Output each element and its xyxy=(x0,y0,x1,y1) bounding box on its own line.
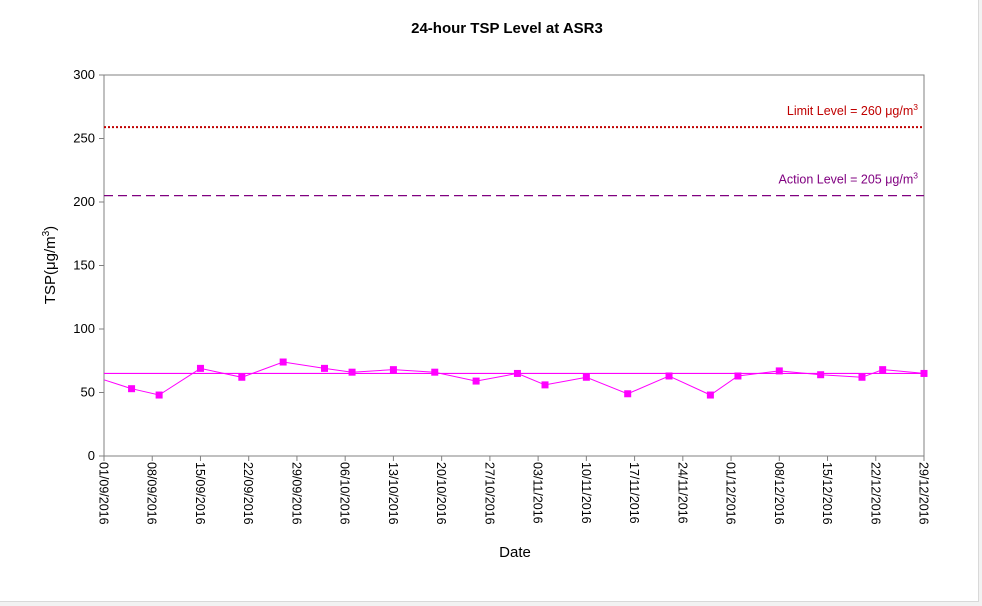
data-point xyxy=(431,368,439,376)
reference-line-label-unit: μg/m xyxy=(885,104,913,118)
data-point xyxy=(734,372,742,380)
y-tick-label: 0 xyxy=(88,448,95,463)
reference-line-label: Limit Level = 260 μg/m3 xyxy=(787,102,918,118)
x-tick-label: 15/09/2016 xyxy=(193,462,207,525)
y-tick-label: 50 xyxy=(81,385,95,400)
x-tick-label: 15/12/2016 xyxy=(820,462,834,525)
data-point xyxy=(196,364,204,372)
y-axis-label: TSP(μg/m3) xyxy=(41,226,59,304)
y-axis: 0 50 100 150 200 250 300 xyxy=(73,67,104,463)
plot-area xyxy=(103,74,925,457)
reference-line-label-sup: 3 xyxy=(913,102,918,112)
data-point xyxy=(155,391,163,399)
reference-line-label-unit: μg/m xyxy=(885,173,913,187)
data-point xyxy=(321,364,329,372)
data-point xyxy=(706,391,714,399)
x-tick-label: 03/11/2016 xyxy=(531,462,545,524)
y-axis-label-end: ) xyxy=(42,226,59,231)
y-tick-label: 300 xyxy=(73,67,95,82)
y-tick-label: 150 xyxy=(73,258,95,273)
data-point xyxy=(513,369,521,377)
x-tick-label: 22/09/2016 xyxy=(241,462,255,525)
x-tick-label: 22/12/2016 xyxy=(868,462,882,525)
x-tick-label: 10/11/2016 xyxy=(579,462,593,524)
data-point xyxy=(920,369,928,377)
x-tick-label: 08/12/2016 xyxy=(772,462,786,525)
x-axis-label: Date xyxy=(499,544,531,561)
data-point xyxy=(879,366,887,374)
x-tick-label: 27/10/2016 xyxy=(482,462,496,525)
chart-title: 24-hour TSP Level at ASR3 xyxy=(411,20,603,37)
data-point xyxy=(238,373,246,381)
reference-line-label-main: Limit Level = 260 xyxy=(787,104,885,118)
data-point xyxy=(858,373,866,381)
x-tick-label: 24/11/2016 xyxy=(675,462,689,524)
y-tick-label: 250 xyxy=(73,131,95,146)
x-tick-label: 17/11/2016 xyxy=(627,462,641,524)
x-tick-label: 20/10/2016 xyxy=(434,462,448,525)
x-tick-label: 08/09/2016 xyxy=(145,462,159,525)
y-tick-label: 100 xyxy=(73,321,95,336)
data-point xyxy=(817,371,825,379)
x-tick-label: 13/10/2016 xyxy=(386,462,400,525)
y-tick-label: 200 xyxy=(73,194,95,209)
series-tsp xyxy=(103,358,928,399)
x-tick-label: 06/10/2016 xyxy=(338,462,352,525)
reference-line-label-sup: 3 xyxy=(913,171,918,181)
data-point xyxy=(541,381,549,389)
x-tick-label: 29/12/2016 xyxy=(917,462,931,525)
data-point xyxy=(279,358,287,366)
x-tick-label: 29/09/2016 xyxy=(289,462,303,525)
data-point xyxy=(582,373,590,381)
data-point xyxy=(665,372,673,380)
reference-line-label: Action Level = 205 μg/m3 xyxy=(779,171,919,187)
x-axis: 01/09/2016 08/09/2016 15/09/2016 22/09/2016… xyxy=(97,456,931,525)
data-point xyxy=(348,368,356,376)
data-point xyxy=(128,385,136,393)
data-point xyxy=(624,390,632,398)
x-tick-label: 01/09/2016 xyxy=(97,462,111,525)
data-point xyxy=(775,367,783,375)
data-point xyxy=(472,377,480,385)
x-tick-label: 01/12/2016 xyxy=(724,462,738,525)
y-axis-label-main: TSP(μg/m xyxy=(42,236,59,304)
reference-line-label-main: Action Level = 205 xyxy=(779,173,886,187)
y-axis-label-sup: 3 xyxy=(41,230,52,236)
data-point xyxy=(389,366,397,374)
